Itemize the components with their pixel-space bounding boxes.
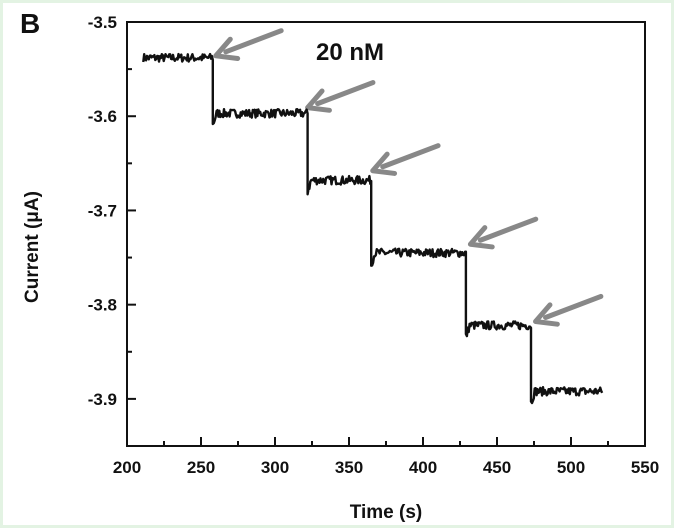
y-tick-label: -3.6 [88,107,117,126]
y-tick-label: -3.9 [88,390,117,409]
injection-arrow [213,28,284,61]
injection-arrow [533,293,604,327]
injection-arrow [305,80,376,113]
panel-label: B [20,8,40,39]
y-axis-title: Current (μA) [22,191,43,303]
current-trace [142,52,604,405]
axes: 200 250 300 350 400 450 500 550 -3.5 -3.6 -3.7 -3.8… [88,13,659,477]
y-tick-label: -3.5 [88,13,117,32]
x-tick-label: 450 [483,458,511,477]
arrow-head [533,302,560,327]
x-axis-title: Time (s) [350,502,423,523]
injection-arrow [370,143,441,176]
arrow-head [370,151,398,176]
arrow-shaft [380,143,441,170]
x-tick-label: 500 [557,458,585,477]
arrow-shaft [315,80,376,107]
arrow-shaft [543,293,604,321]
y-tick-label: -3.7 [88,201,117,220]
arrow-shaft [477,216,539,243]
injection-arrows [213,28,604,327]
injection-arrow [467,216,539,250]
arrow-head [305,88,332,113]
x-tick-label: 550 [631,458,659,477]
x-tick-label: 200 [113,458,141,477]
x-tick-label: 300 [261,458,289,477]
arrow-shaft [223,28,284,55]
concentration-annotation: 20 nM [316,39,384,66]
arrow-head [467,225,495,250]
plot-frame [126,21,646,447]
arrow-head [213,36,241,61]
x-tick-label: 400 [409,458,437,477]
x-tick-label: 350 [335,458,363,477]
x-tick-label: 250 [187,458,215,477]
y-tick-label: -3.8 [88,296,117,315]
